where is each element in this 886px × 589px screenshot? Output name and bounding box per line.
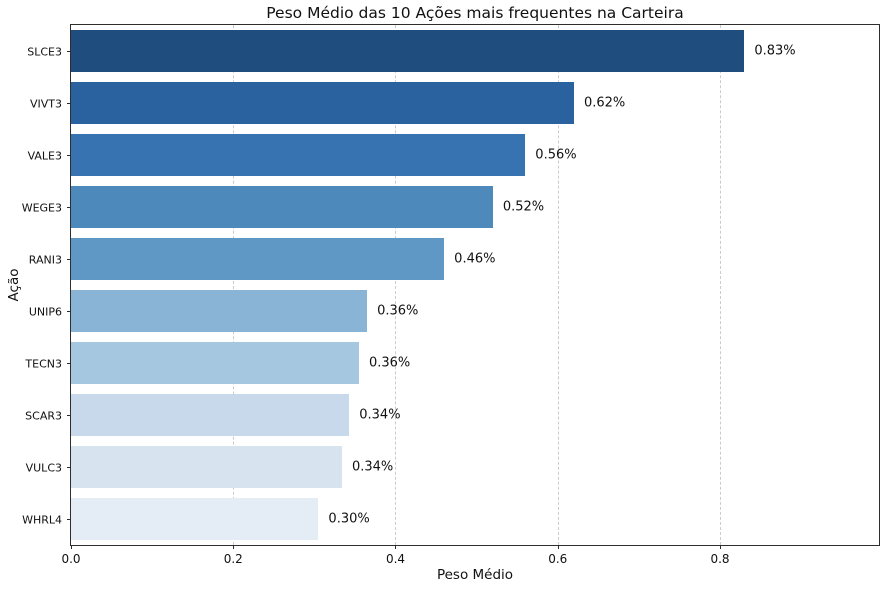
bar-value-label: 0.62% bbox=[583, 95, 626, 111]
plot-area: 0.83% SLCE3 0.62% VIVT3 0.56% VALE3 0.52% WEGE3… bbox=[22, 24, 880, 566]
bar-value-label: 0.36% bbox=[368, 355, 411, 371]
y-tick-label: VIVT3 bbox=[29, 97, 62, 110]
x-tick-mark bbox=[719, 545, 721, 549]
bar-value-label: 0.34% bbox=[359, 407, 401, 423]
gridline bbox=[395, 25, 397, 545]
bar-value-label: 0.46% bbox=[454, 251, 496, 267]
x-tick-label: 0.8 bbox=[710, 552, 730, 566]
y-tick-label: SCAR3 bbox=[25, 409, 62, 422]
y-tick-label: VULC3 bbox=[25, 461, 62, 474]
bar bbox=[71, 498, 319, 540]
y-tick-mark bbox=[67, 103, 71, 104]
bar-value-label: 0.56% bbox=[535, 147, 577, 163]
x-tick-label: 0.6 bbox=[548, 552, 568, 566]
y-tick-label: SLCE3 bbox=[27, 45, 62, 58]
y-tick-mark bbox=[67, 207, 71, 208]
chart-title: Peso Médio das 10 Ações mais frequentes … bbox=[266, 4, 684, 22]
x-tick-mark bbox=[233, 545, 235, 549]
bar bbox=[71, 446, 342, 488]
y-tick-label: RANI3 bbox=[28, 253, 62, 266]
y-tick-mark bbox=[67, 51, 71, 52]
bar-value-label: 0.30% bbox=[328, 511, 370, 527]
y-tick-mark bbox=[67, 467, 71, 468]
y-tick-mark bbox=[67, 259, 71, 260]
y-tick-mark bbox=[67, 519, 71, 520]
x-tick-label: 0.0 bbox=[61, 552, 81, 566]
y-tick-label: VALE3 bbox=[27, 149, 62, 162]
bar-value-label: 0.34% bbox=[351, 459, 394, 475]
y-tick-mark bbox=[67, 363, 71, 364]
y-tick-mark bbox=[67, 155, 71, 156]
gridline bbox=[719, 25, 721, 545]
bar-value-label: 0.52% bbox=[502, 199, 545, 215]
y-tick-mark bbox=[67, 415, 71, 416]
bar bbox=[71, 238, 445, 280]
bar-value-label: 0.83% bbox=[754, 43, 796, 59]
y-axis-label: Ação bbox=[6, 268, 22, 302]
x-tick-mark bbox=[557, 545, 559, 549]
y-tick-label: UNIP6 bbox=[28, 305, 62, 318]
bar-value-label: 0.36% bbox=[377, 303, 419, 319]
bar bbox=[71, 394, 350, 436]
y-tick-label: WHRL4 bbox=[22, 513, 62, 526]
bar bbox=[71, 134, 526, 176]
x-tick-mark bbox=[71, 545, 72, 549]
y-tick-mark bbox=[67, 311, 71, 312]
bar bbox=[71, 342, 359, 384]
y-tick-label: WEGE3 bbox=[21, 201, 62, 214]
y-tick-label: TECN3 bbox=[25, 357, 62, 370]
bar bbox=[71, 186, 493, 228]
gridline bbox=[233, 25, 235, 545]
bar bbox=[71, 30, 745, 72]
bar bbox=[71, 290, 368, 332]
x-axis-label: Peso Médio bbox=[436, 567, 514, 583]
bar bbox=[71, 82, 574, 124]
x-tick-mark bbox=[395, 545, 397, 549]
x-tick-label: 0.4 bbox=[385, 552, 406, 566]
gridline bbox=[557, 25, 559, 545]
x-tick-label: 0.2 bbox=[223, 552, 243, 566]
